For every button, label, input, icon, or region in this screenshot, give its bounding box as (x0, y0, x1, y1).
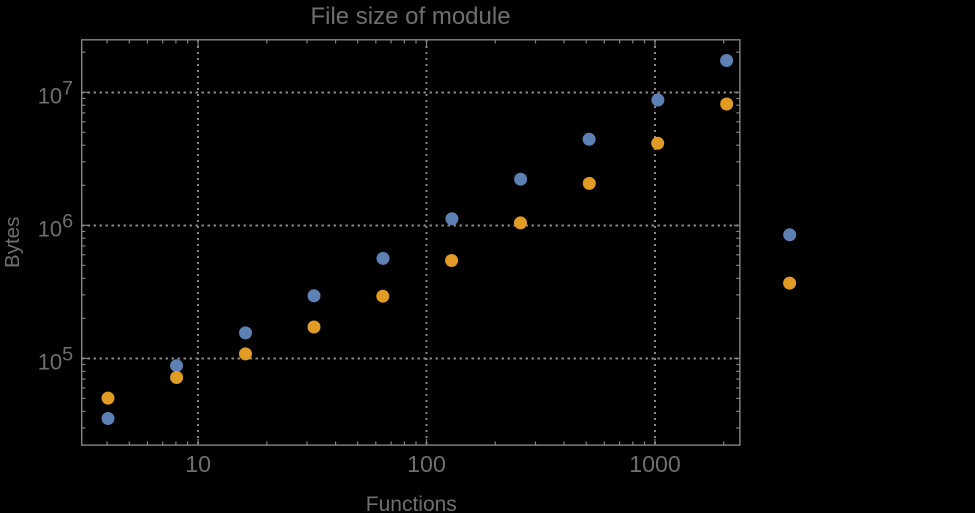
svg-text:100: 100 (407, 451, 446, 477)
svg-text:Bytes: Bytes (1, 217, 24, 268)
svg-text:Functions: Functions (366, 493, 457, 513)
svg-text:1000: 1000 (629, 451, 681, 477)
svg-text:10: 10 (185, 451, 211, 477)
svg-text:106: 106 (38, 211, 74, 242)
svg-text:File size of module: File size of module (310, 3, 510, 30)
